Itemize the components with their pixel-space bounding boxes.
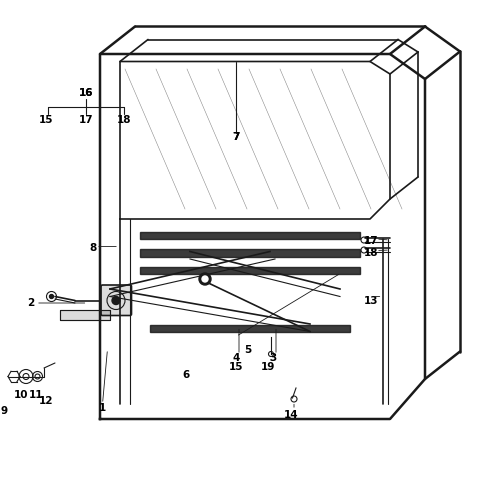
Text: 16: 16: [79, 88, 93, 98]
Circle shape: [49, 295, 53, 298]
Text: 7: 7: [232, 132, 240, 141]
Text: 16: 16: [79, 88, 93, 98]
Text: 15: 15: [229, 362, 243, 372]
Polygon shape: [140, 266, 360, 274]
Text: 4: 4: [232, 353, 240, 363]
Text: 1: 1: [99, 403, 106, 413]
Text: 6: 6: [182, 370, 190, 380]
Polygon shape: [140, 231, 360, 239]
Text: 12: 12: [39, 397, 53, 407]
Text: 2: 2: [27, 298, 35, 308]
Polygon shape: [140, 249, 360, 256]
Text: 11: 11: [29, 390, 43, 400]
Text: 19: 19: [260, 362, 275, 372]
Text: 10: 10: [14, 390, 28, 400]
Text: 17: 17: [364, 237, 378, 247]
Text: 15: 15: [39, 115, 53, 125]
Text: 17: 17: [79, 115, 93, 125]
Text: 9: 9: [0, 407, 8, 417]
Polygon shape: [150, 325, 350, 331]
Text: 18: 18: [364, 248, 378, 258]
Text: 5: 5: [244, 345, 251, 355]
Text: 18: 18: [117, 115, 131, 125]
Circle shape: [112, 297, 120, 305]
Text: 13: 13: [364, 297, 378, 307]
Polygon shape: [60, 310, 110, 320]
Text: 14: 14: [284, 410, 298, 420]
Circle shape: [202, 276, 208, 282]
Text: 8: 8: [89, 243, 96, 253]
Text: 3: 3: [269, 353, 276, 363]
Circle shape: [199, 273, 211, 285]
Text: 7: 7: [232, 132, 240, 141]
FancyBboxPatch shape: [101, 285, 132, 316]
